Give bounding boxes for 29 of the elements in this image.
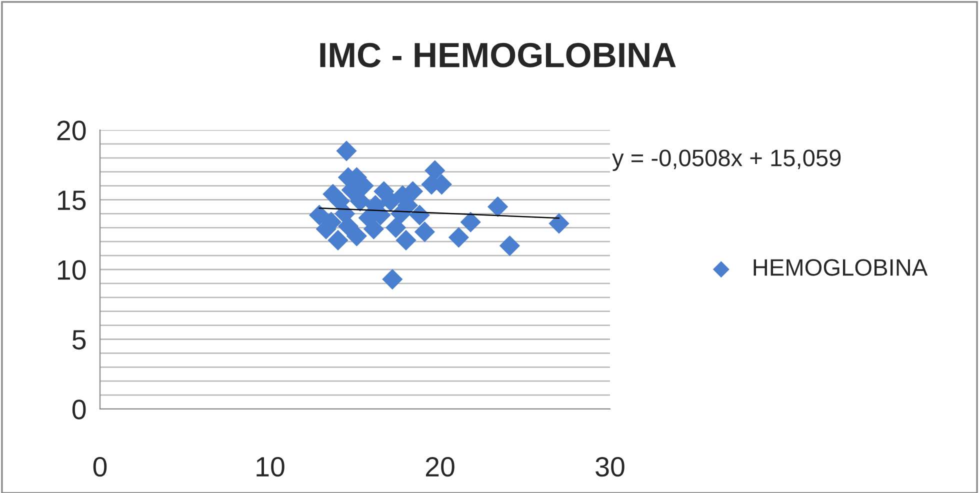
point	[460, 212, 481, 232]
point	[350, 190, 370, 212]
text: y = -0,0508x + 15,059	[612, 150, 841, 172]
x-tick-label: 10	[256, 456, 284, 477]
point	[382, 268, 403, 290]
x-tick-label: 0	[93, 456, 107, 477]
point	[548, 213, 570, 234]
y-tick-label: 5	[72, 330, 86, 350]
y-tick-label: 20	[57, 120, 86, 140]
point	[328, 230, 348, 251]
point	[380, 190, 401, 212]
y-tick-label: 10	[58, 260, 86, 280]
point	[336, 140, 357, 162]
point	[409, 204, 430, 226]
x-tick-label: 20	[426, 456, 454, 477]
point	[499, 235, 520, 256]
point	[386, 217, 406, 238]
x-tick-label: 30	[596, 456, 624, 477]
chart-title: IMC - HEMOGLOBINA	[320, 42, 676, 68]
point	[309, 204, 330, 226]
point	[396, 230, 416, 251]
point	[488, 196, 508, 218]
legend-label: HEMOGLOBINA	[754, 259, 928, 276]
point	[414, 222, 435, 242]
point	[424, 160, 446, 181]
point	[329, 190, 350, 212]
y-tick-label: 15	[58, 190, 86, 210]
y-tick-label: 0	[72, 400, 86, 420]
point	[448, 227, 469, 248]
